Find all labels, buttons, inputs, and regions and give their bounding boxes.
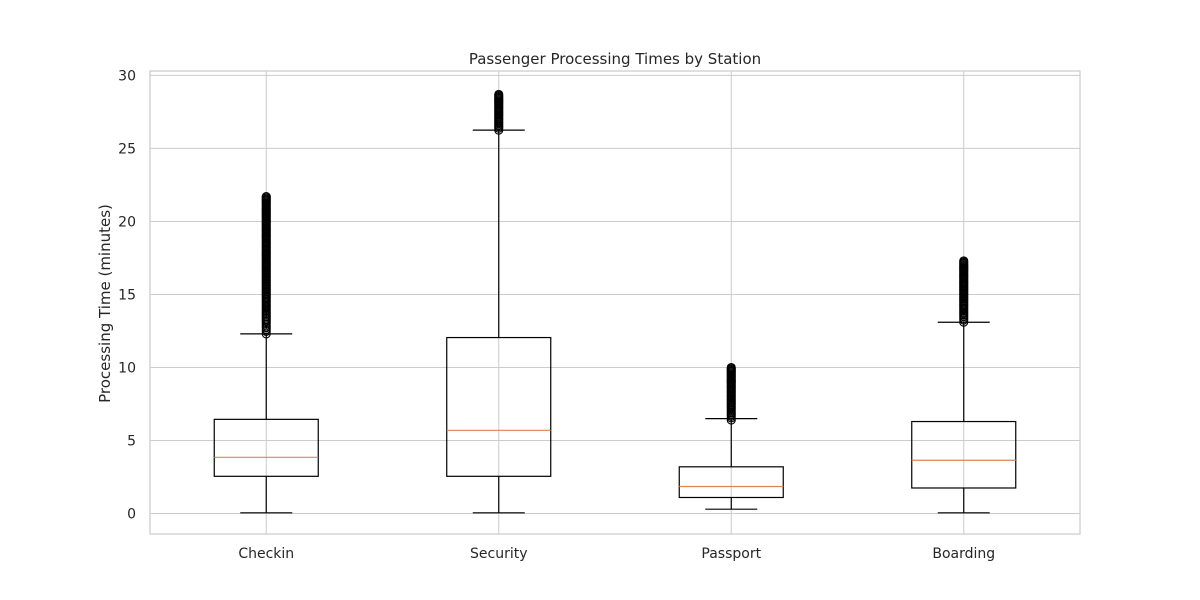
outlier-point [261, 192, 271, 202]
tick-layer: 0 5 10 15 20 25 30 Checkin Security Passport Board… [118, 68, 995, 562]
box-boarding [911, 256, 1017, 514]
x-tick-label: Passport [701, 546, 761, 562]
box-passport [678, 362, 784, 510]
y-tick-label: 20 [118, 214, 136, 230]
x-tick-label: Boarding [932, 546, 995, 562]
y-tick-label: 25 [118, 141, 136, 157]
iqr-box [911, 420, 1017, 489]
y-tick-label: 0 [127, 507, 136, 523]
y-axis-label: Processing Time (minutes) [96, 204, 114, 403]
iqr-box [678, 466, 784, 499]
chart-title: Passenger Processing Times by Station [469, 50, 761, 68]
y-tick-label: 30 [118, 68, 136, 84]
box-security [446, 89, 552, 514]
plot-frame [149, 70, 1081, 535]
outlier-point [726, 362, 736, 373]
outlier-point [959, 256, 969, 266]
x-tick-label: Security [470, 546, 528, 562]
grid-layer [150, 71, 1080, 534]
box-layer [213, 89, 1017, 514]
iqr-box [446, 336, 552, 477]
y-tick-label: 10 [118, 360, 136, 376]
outlier-point [494, 89, 504, 99]
x-tick-label: Checkin [238, 546, 294, 562]
y-tick-label: 15 [118, 287, 136, 303]
iqr-box [213, 418, 319, 477]
y-tick-label: 5 [127, 434, 136, 450]
box-checkin [213, 192, 319, 514]
